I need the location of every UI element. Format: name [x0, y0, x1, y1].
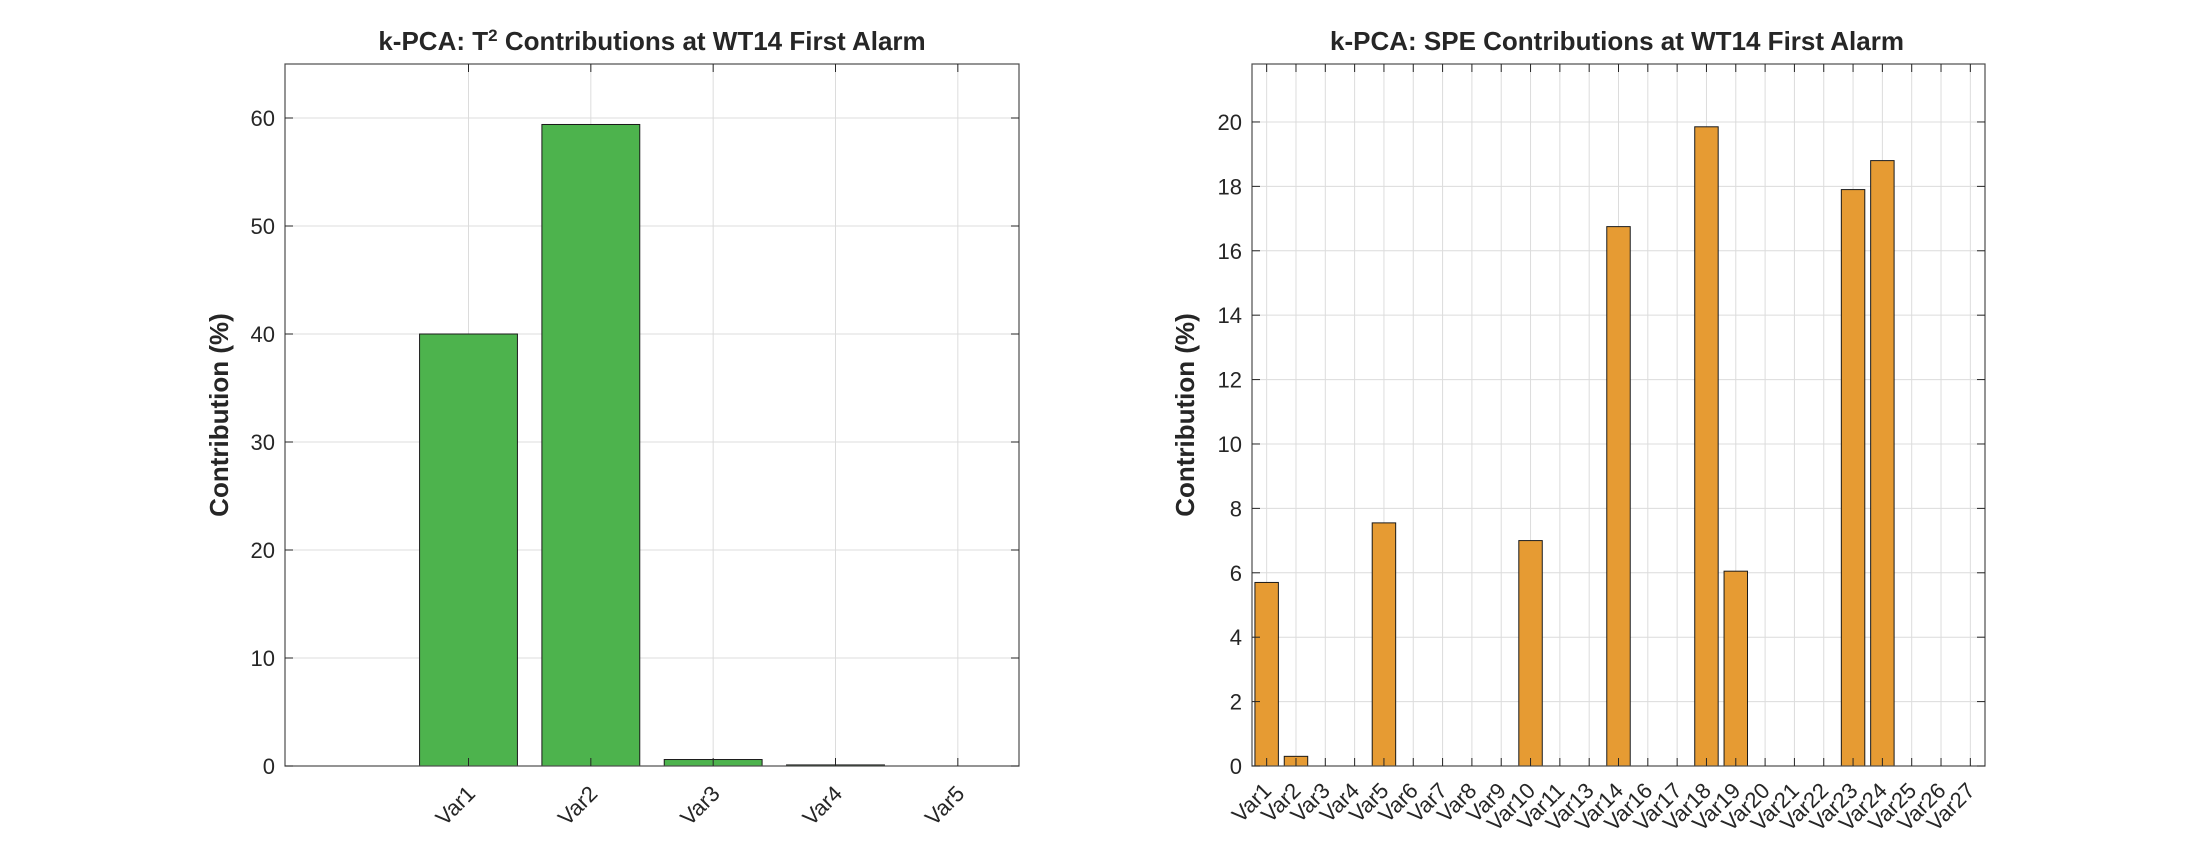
y-tick-label: 60: [251, 106, 275, 131]
bar-var24: [1870, 160, 1895, 767]
spe-chart-panel: 0 2 4 6 8 10 12 14 16 18 20 Var1 Var2 Var3 Var4 Var5 Var…: [1094, 0, 2188, 860]
y-tick-label: 50: [251, 214, 275, 239]
t2-contribution-chart: 0 10 20 30 40 50 60 Var1 Var2 Var3 Var4 Var5 k-PCA: …: [204, 26, 1020, 830]
y-tick-label: 20: [1218, 110, 1242, 135]
bar-var19: [1723, 570, 1749, 767]
bar-var1: [1254, 581, 1279, 767]
bar-var14: [1606, 226, 1631, 767]
y-axis-label: Contribution (%): [204, 313, 234, 517]
y-tick-label: 2: [1230, 690, 1242, 715]
y-tick-label: 14: [1218, 303, 1242, 328]
y-tick-label: 16: [1218, 239, 1242, 264]
x-tick-label: Var1: [431, 781, 480, 830]
y-tick-label: 20: [251, 538, 275, 563]
y-tick-label: 10: [251, 646, 275, 671]
bar-var10: [1518, 540, 1543, 767]
t2-chart-panel: 0 10 20 30 40 50 60 Var1 Var2 Var3 Var4 Var5 k-PCA: …: [204, 26, 1020, 830]
y-tick-label: 6: [1230, 561, 1242, 586]
bar-var23: [1840, 189, 1866, 767]
y-tick-label: 18: [1218, 174, 1242, 199]
x-tick-label: Var5: [920, 781, 969, 830]
y-tick-label: 0: [263, 754, 275, 779]
x-tick-label: Var4: [798, 781, 847, 830]
plot-frame: [284, 63, 1020, 767]
x-tick-label: Var2: [553, 781, 602, 830]
y-tick-label: 10: [1218, 432, 1242, 457]
y-tick-label: 40: [251, 322, 275, 347]
y-tick-label: 30: [251, 430, 275, 455]
y-tick-label: 0: [1230, 754, 1242, 779]
x-tick-label: Var3: [675, 781, 724, 830]
spe-contribution-chart: 02468101214161820Var1Var2Var3Var4Var5Var…: [1170, 26, 1986, 836]
bar-var5: [1371, 522, 1397, 767]
chart-title: k-PCA: T2 Contributions at WT14 First Al…: [378, 26, 925, 57]
y-tick-label: 4: [1230, 625, 1242, 650]
y-tick-label: 8: [1230, 496, 1242, 521]
y-tick-label: 12: [1218, 368, 1242, 393]
chart-title: k-PCA: SPE Contributions at WT14 First A…: [1330, 26, 1904, 56]
bar-var18: [1694, 126, 1719, 767]
y-axis-label: Contribution (%): [1170, 313, 1200, 517]
bar-var1: [419, 333, 518, 767]
bar-var2: [541, 123, 641, 767]
